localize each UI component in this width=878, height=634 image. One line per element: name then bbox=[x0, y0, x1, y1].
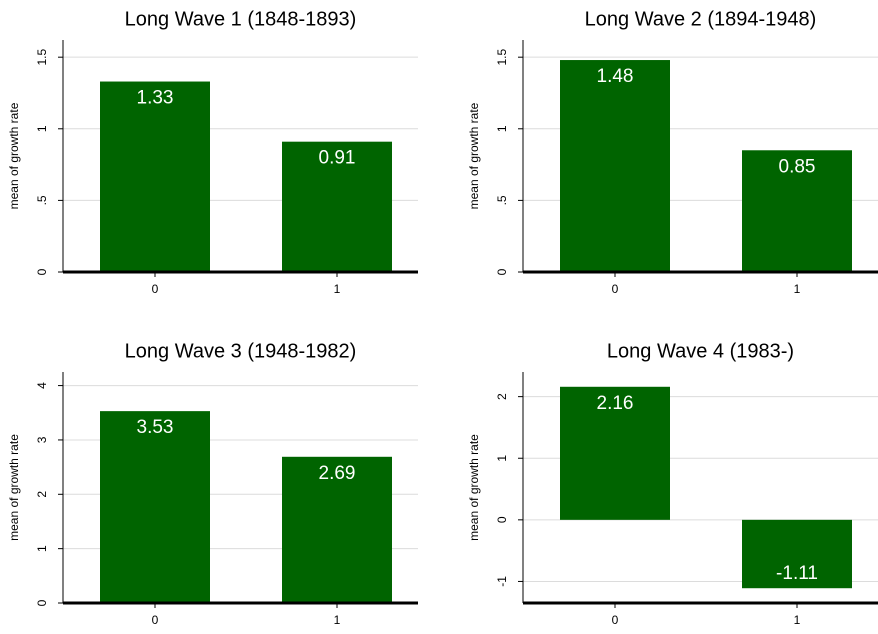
x-tick-label: 0 bbox=[152, 282, 159, 296]
y-tick-label: .5 bbox=[495, 195, 509, 205]
y-tick-label: 1.5 bbox=[35, 49, 49, 66]
y-tick-label: 3 bbox=[35, 436, 49, 443]
x-tick-label: 1 bbox=[794, 613, 801, 627]
bar bbox=[282, 456, 392, 603]
value-label: 1.48 bbox=[597, 66, 634, 87]
y-tick-label: 2 bbox=[495, 393, 509, 400]
y-tick-label: 0 bbox=[35, 268, 49, 275]
value-label: 0.91 bbox=[319, 148, 356, 169]
y-tick-label: .5 bbox=[35, 195, 49, 205]
bar bbox=[100, 81, 210, 273]
y-tick-label: 0 bbox=[495, 268, 509, 275]
value-label: 1.33 bbox=[137, 88, 174, 109]
panel: Long Wave 4 (1983-) mean of growth rate -1… bbox=[467, 340, 878, 627]
x-tick-label: 0 bbox=[152, 613, 159, 627]
y-tick-label: 1 bbox=[35, 545, 49, 552]
panel: Long Wave 2 (1894-1948) mean of growth ra… bbox=[467, 8, 878, 296]
value-label: -1.11 bbox=[776, 563, 818, 584]
panel: Long Wave 3 (1948-1982) mean of growth ra… bbox=[7, 340, 418, 627]
bar bbox=[560, 386, 670, 520]
y-axis-label: mean of growth rate bbox=[7, 434, 21, 541]
value-label: 2.69 bbox=[319, 463, 356, 484]
x-tick-label: 1 bbox=[794, 282, 801, 296]
bar bbox=[282, 141, 392, 272]
x-tick-label: 1 bbox=[334, 282, 341, 296]
y-tick-label: 1 bbox=[495, 455, 509, 462]
bar bbox=[100, 411, 210, 603]
y-tick-label: 0 bbox=[495, 516, 509, 523]
x-tick-label: 1 bbox=[334, 613, 341, 627]
y-tick-label: 0 bbox=[35, 599, 49, 606]
panel-title: Long Wave 1 (1848-1893) bbox=[125, 8, 357, 30]
bar bbox=[742, 150, 852, 272]
y-axis-label: mean of growth rate bbox=[7, 102, 21, 209]
x-tick-label: 0 bbox=[612, 282, 619, 296]
panel-title: Long Wave 4 (1983-) bbox=[607, 340, 794, 362]
y-tick-label: 1 bbox=[35, 125, 49, 132]
panel-title: Long Wave 2 (1894-1948) bbox=[585, 8, 817, 30]
bar bbox=[560, 60, 670, 273]
value-label: 3.53 bbox=[137, 417, 174, 438]
bar bbox=[742, 519, 852, 589]
y-tick-label: -1 bbox=[495, 576, 509, 587]
panel-title: Long Wave 3 (1948-1982) bbox=[125, 340, 357, 362]
y-tick-label: 2 bbox=[35, 491, 49, 498]
y-tick-label: 4 bbox=[35, 382, 49, 389]
y-tick-label: 1.5 bbox=[495, 49, 509, 66]
value-label: 2.16 bbox=[597, 393, 634, 414]
value-label: 0.85 bbox=[779, 156, 816, 177]
y-axis-label: mean of growth rate bbox=[467, 434, 481, 541]
y-axis-label: mean of growth rate bbox=[467, 102, 481, 209]
panel: Long Wave 1 (1848-1893) mean of growth ra… bbox=[7, 8, 418, 296]
y-tick-label: 1 bbox=[495, 125, 509, 132]
x-tick-label: 0 bbox=[612, 613, 619, 627]
